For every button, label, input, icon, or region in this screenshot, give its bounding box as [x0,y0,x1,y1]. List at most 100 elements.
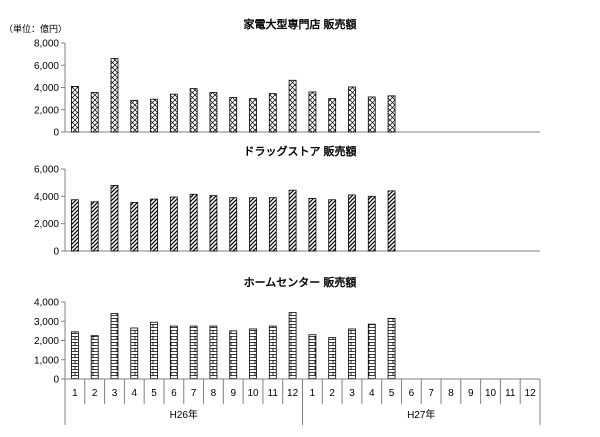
bar [189,193,198,252]
y-tick-label: 1,000 [34,355,59,366]
bar [348,86,356,133]
unit-label: （単位：億円） [4,23,67,34]
bar [110,184,119,252]
bar [71,199,79,252]
bar [71,85,79,133]
bar [169,93,178,133]
bar [90,335,99,380]
bar [209,195,218,252]
month-label: 5 [151,388,157,399]
month-label: 3 [112,388,118,399]
bar [229,197,238,252]
bar [90,92,99,133]
y-tick-label: 4,000 [34,83,59,94]
month-label: 6 [171,388,177,399]
month-label: 7 [191,388,197,399]
bar [308,197,317,252]
bar [288,312,297,380]
chart-title: 家電大型専門店 販売額 [243,17,356,31]
year-label: H27年 [407,408,435,421]
month-label: 12 [525,388,537,399]
bar [367,323,376,380]
y-tick-label: 0 [53,128,59,139]
bar [189,325,198,380]
bar [387,317,396,380]
chart-drugstores: ドラッグストア 販売額 0 2,000 4,000 6,000 [34,144,540,258]
month-label: 10 [485,388,497,399]
y-tick-label: 6,000 [34,61,59,72]
month-label: 1 [72,388,78,399]
y-tick-label: 3,000 [34,317,59,328]
y-tick-label: 2,000 [34,219,59,230]
bar [387,190,396,252]
bar [348,328,356,380]
bar [150,198,158,252]
bar [71,331,79,380]
y-tick-label: 4,000 [34,298,59,309]
bar [130,202,139,252]
bar [110,313,119,380]
bar [169,325,178,380]
y-tick-label: 2,000 [34,105,59,116]
chart-appliance-stores: 家電大型専門店 販売額 0 2,000 4,000 6,000 8,000 [34,17,540,139]
bar [249,197,257,252]
month-label: 2 [92,388,98,399]
month-label: 3 [349,388,355,399]
chart-home-centers: ホームセンター 販売額 0 1,000 2,000 3,000 4,000 [34,275,540,386]
bar [229,330,238,380]
month-label: 12 [287,388,299,399]
bar [367,96,376,133]
bar [288,189,297,252]
month-label: 5 [389,388,395,399]
bar [268,197,277,252]
y-tick-label: 0 [53,247,59,258]
bar [169,196,178,252]
month-label: 11 [505,388,516,399]
chart-title: ホームセンター 販売額 [244,275,357,289]
month-label: 9 [468,388,474,399]
y-tick-label: 8,000 [34,39,59,50]
bar [288,79,297,133]
chart-title: ドラッグストア 販売額 [243,144,356,158]
bar [150,321,158,380]
month-label: 7 [428,388,434,399]
bar [268,93,277,133]
month-label: 8 [211,388,217,399]
bar [328,199,337,252]
month-label: 4 [369,388,375,399]
month-label: 2 [329,388,335,399]
bar [249,328,257,380]
bar [387,95,396,133]
month-label: 6 [409,388,415,399]
bar [130,99,139,133]
bar [328,337,337,380]
y-tick-label: 4,000 [34,192,59,203]
bar [150,98,158,133]
bar [308,91,317,133]
y-tick-label: 2,000 [34,336,59,347]
year-label: H26年 [170,408,198,421]
bar [328,98,337,133]
bar [308,334,317,380]
bar [110,58,119,133]
month-label: 10 [247,388,259,399]
bar [348,194,356,252]
y-tick-label: 0 [53,375,59,386]
bar [249,98,257,133]
bar [268,325,277,380]
bar [367,195,376,252]
bar [209,325,218,380]
month-label: 9 [230,388,236,399]
bar [90,201,99,252]
bar [209,92,218,133]
month-label: 1 [310,388,316,399]
month-label: 11 [268,388,279,399]
y-tick-label: 6,000 [34,165,59,176]
bar [229,97,238,133]
month-label: 4 [131,388,137,399]
bar [189,88,198,133]
bar [130,327,139,380]
month-label: 8 [448,388,454,399]
